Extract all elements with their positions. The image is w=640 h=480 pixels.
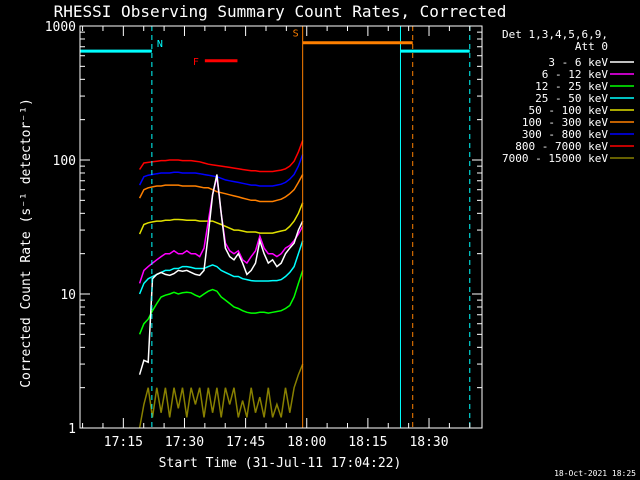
x-axis-label: Start Time (31-Jul-11 17:04:22) [159, 456, 402, 471]
legend-header-line: Det 1,3,4,5,6,9, [502, 28, 608, 41]
legend-entry-label: 6 - 12 keV [542, 68, 609, 81]
series-line-7000-15000-kev [138, 363, 304, 429]
y-tick-label: 1 [68, 422, 76, 437]
legend-entry-label: 12 - 25 keV [535, 80, 608, 93]
legend-entry-label: 100 - 300 keV [522, 116, 608, 129]
series-line-3-6-kev [138, 174, 304, 375]
x-tick-label: 18:15 [348, 435, 387, 450]
y-tick-label: 1000 [45, 20, 76, 35]
legend-entry-label: 300 - 800 keV [522, 128, 608, 141]
legend-entry-label: 3 - 6 keV [548, 56, 608, 69]
series-line-25-50-kev [138, 240, 304, 295]
x-tick-label: 17:30 [165, 435, 204, 450]
y-tick-label: 10 [60, 288, 76, 303]
footer-date: 18-Oct-2021 18:25 [554, 469, 636, 478]
x-tick-label: 18:30 [409, 435, 448, 450]
series-line-12-25-kev [138, 270, 304, 335]
chart-title: RHESSI Observing Summary Count Rates, Co… [54, 2, 507, 21]
y-tick-label: 100 [53, 154, 76, 169]
legend-entry-label: 7000 - 15000 keV [502, 152, 608, 165]
legend-header-line: Att 0 [575, 40, 608, 53]
annotation-f-label: F [193, 57, 199, 68]
series-line-100-300-kev [138, 174, 304, 203]
annotation-n-label: N [157, 39, 163, 50]
series-line-800-7000-kev [138, 140, 304, 173]
y-axis-label: Corrected Count Rate (s⁻¹ detector⁻¹) [19, 98, 34, 388]
legend-entry-label: 25 - 50 keV [535, 92, 608, 105]
legend-entry-label: 50 - 100 keV [529, 104, 609, 117]
series-line-300-800-kev [138, 154, 304, 187]
legend-entry-label: 800 - 7000 keV [515, 140, 608, 153]
series-line-50-100-kev [138, 202, 304, 235]
annotation-s-label: S [293, 29, 299, 40]
x-tick-label: 18:00 [287, 435, 326, 450]
x-tick-label: 17:15 [104, 435, 143, 450]
plot-frame [79, 25, 483, 429]
x-tick-label: 17:45 [226, 435, 265, 450]
